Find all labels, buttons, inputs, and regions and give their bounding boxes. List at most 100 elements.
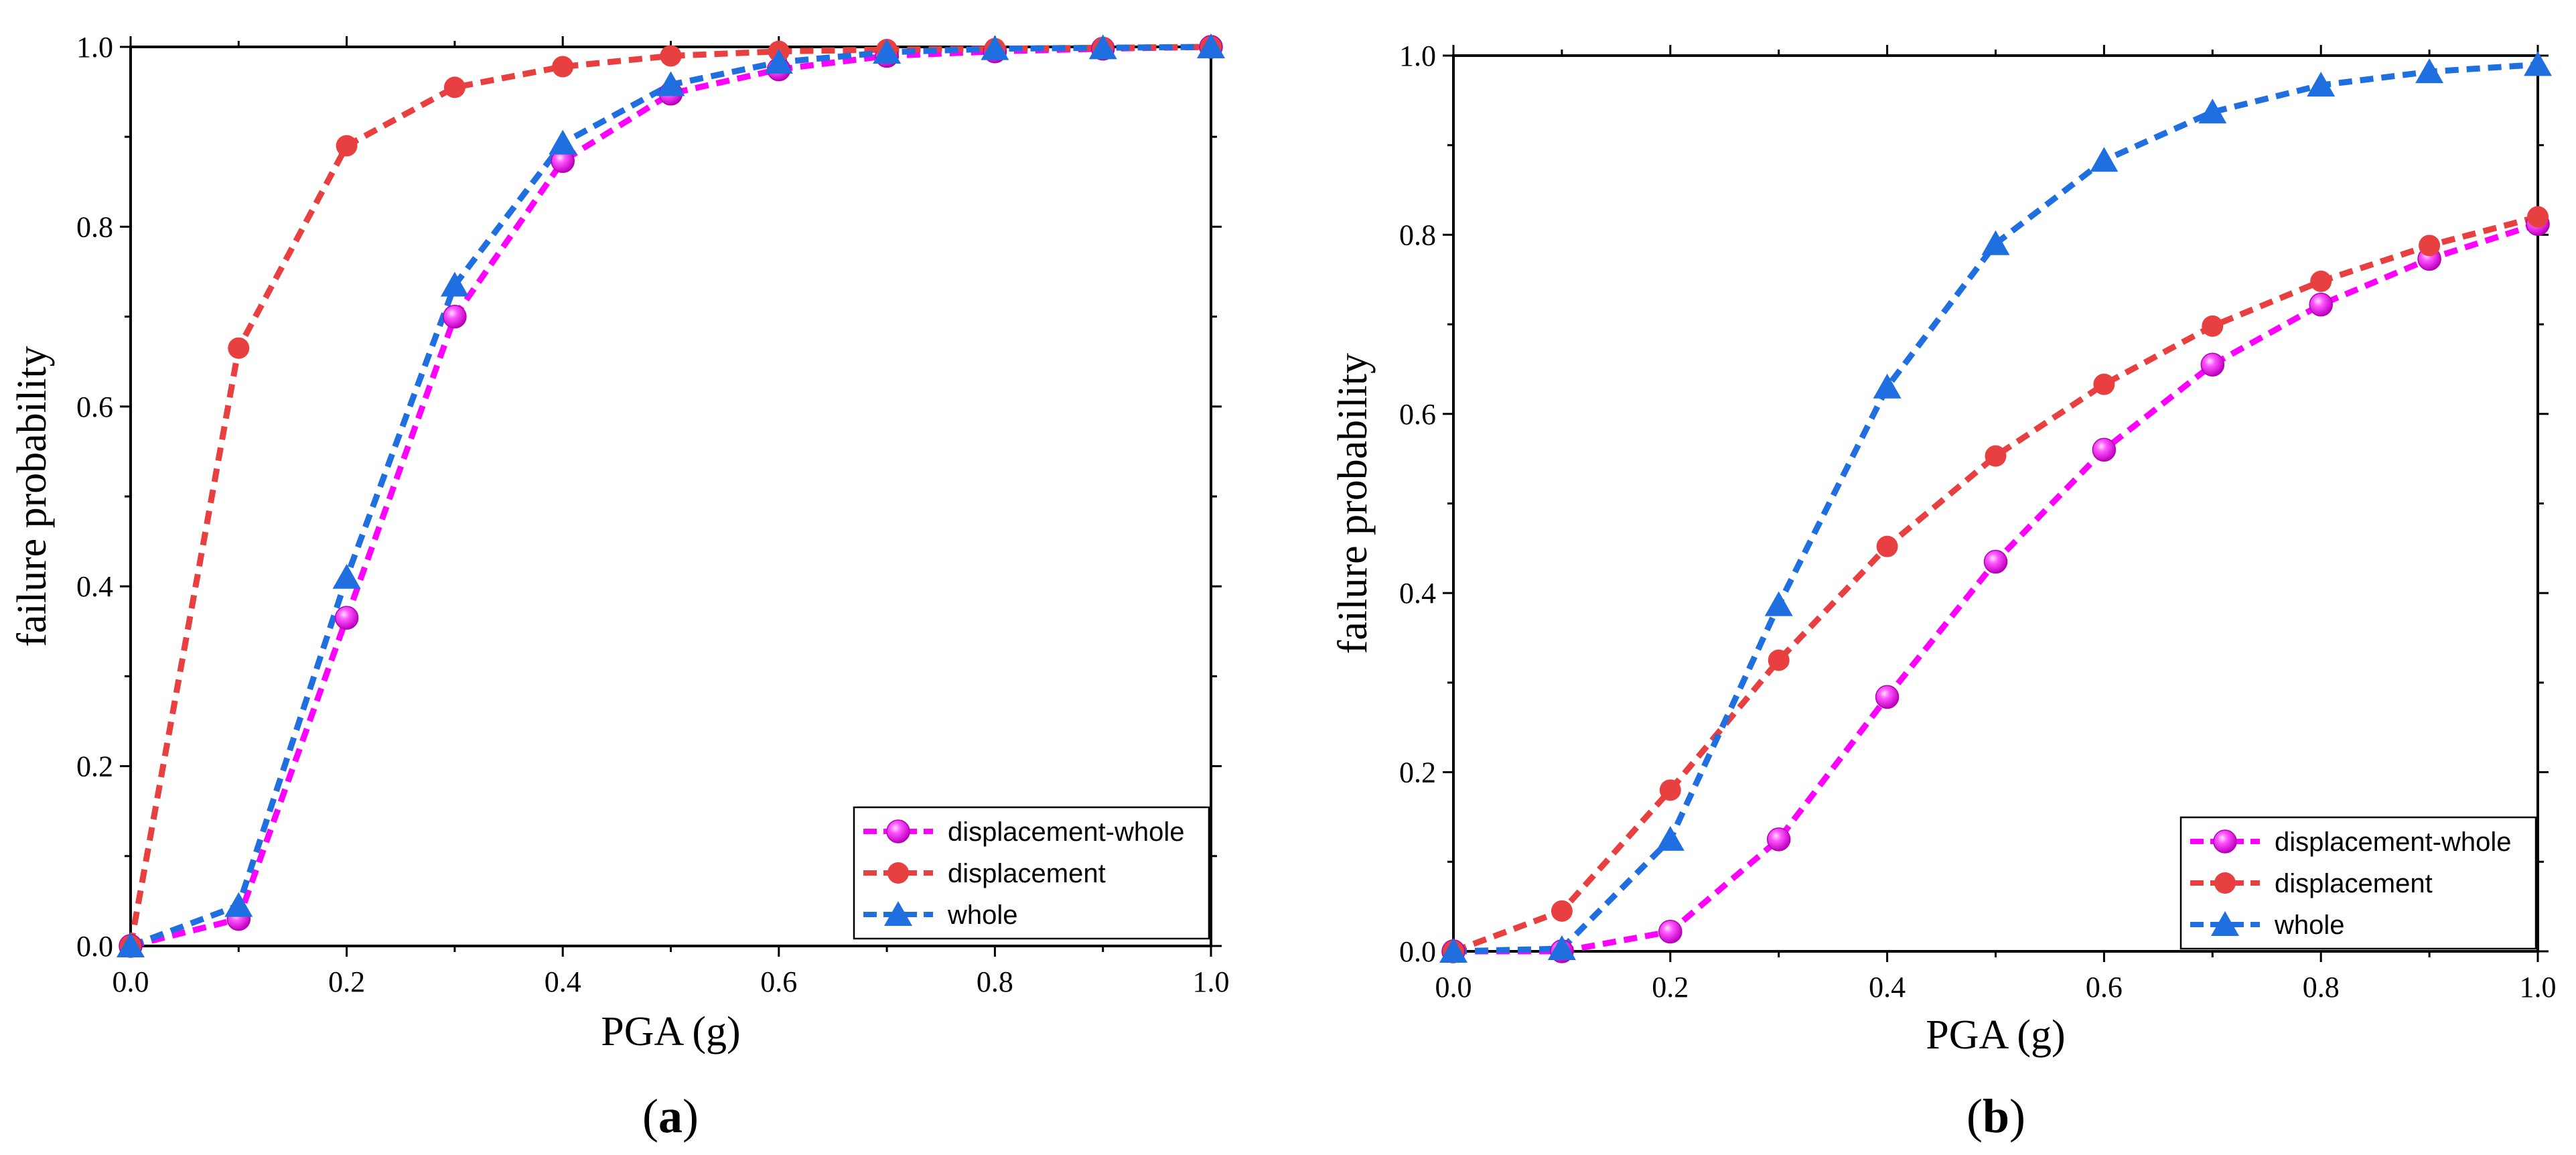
legend-marker-displacement	[887, 862, 909, 884]
x-tick-label: 0.2	[1652, 971, 1689, 1004]
panel-label-letter: b	[1983, 1089, 2009, 1143]
x-tick-label: 0.6	[2086, 971, 2123, 1004]
panel-label-close: )	[2009, 1089, 2025, 1143]
data-point-displacement-whole	[1983, 549, 2008, 574]
data-point-displacement-whole	[1766, 827, 1791, 852]
x-tick-label: 0.6	[760, 965, 797, 998]
data-point-displacement	[552, 56, 574, 78]
panel-label: (a)	[642, 1089, 699, 1143]
legend-label-whole: whole	[947, 900, 1018, 930]
y-tick-label: 0.6	[76, 391, 113, 423]
data-point-displacement	[2202, 315, 2224, 337]
legend-marker-displacement-whole	[886, 819, 910, 843]
legend-marker-displacement-whole	[2213, 829, 2237, 854]
data-point-whole	[764, 48, 793, 74]
data-point-whole	[656, 71, 685, 96]
data-point-whole	[549, 129, 577, 155]
x-tick-label: 0.0	[113, 965, 149, 998]
data-point-whole	[2524, 51, 2552, 76]
legend-label-displacement: displacement	[2275, 869, 2433, 898]
y-tick-label: 0.2	[76, 750, 113, 783]
data-point-whole	[332, 563, 361, 589]
x-tick-label: 0.2	[328, 965, 365, 998]
data-point-whole	[1981, 230, 2010, 255]
y-tick-label: 0.8	[1399, 218, 1436, 251]
data-point-displacement	[1768, 649, 1790, 671]
series-line-displacement	[127, 44, 1212, 947]
panel-label-letter: a	[658, 1089, 683, 1143]
data-point-displacement	[336, 135, 358, 157]
data-point-displacement-whole	[2309, 292, 2333, 317]
data-point-whole	[1873, 373, 1902, 399]
x-tick-label: 1.0	[2520, 971, 2557, 1004]
legend-label-displacement: displacement	[948, 859, 1106, 888]
legend-marker-displacement	[2214, 872, 2236, 894]
y-tick-label: 0.2	[1399, 756, 1436, 789]
data-point-displacement-whole	[2092, 437, 2117, 462]
data-point-whole	[1439, 938, 1468, 963]
x-axis-title: PGA (g)	[1926, 1012, 2065, 1058]
data-point-whole	[1088, 34, 1117, 60]
x-tick-label: 0.8	[2303, 971, 2340, 1004]
data-point-whole	[2307, 72, 2336, 97]
data-point-whole	[873, 39, 902, 64]
chart-panel-b: 0.0 0.2 0.4 0.6 0.8 1.0 0.0 0.2 0.4 0.6 0.8 1.0 PGA …	[1330, 40, 2557, 1143]
data-point-whole	[1656, 825, 1685, 851]
panel-label-close: )	[683, 1089, 699, 1143]
legend-label-whole: whole	[2274, 910, 2345, 940]
legend-label-displacement-whole: displacement-whole	[948, 817, 1185, 847]
panel-label-open: (	[1966, 1089, 1983, 1143]
legend-marker-whole	[2211, 911, 2239, 936]
data-point-whole	[1764, 591, 1793, 616]
data-point-whole	[981, 35, 1009, 60]
data-point-displacement	[1551, 900, 1573, 922]
data-point-whole	[2198, 98, 2227, 124]
data-point-whole	[224, 892, 253, 917]
y-tick-label: 0.0	[1399, 935, 1436, 968]
data-point-displacement	[1659, 779, 1681, 801]
data-point-displacement	[228, 337, 250, 359]
data-point-displacement	[2310, 270, 2332, 292]
data-point-displacement-whole	[1875, 685, 1900, 709]
y-axis-title: failure probability	[9, 346, 55, 647]
x-axis-title: PGA (g)	[601, 1009, 740, 1055]
series-line-displacement-whole	[129, 44, 1212, 949]
chart-panel-a: 0.0 0.2 0.4 0.6 0.8 1.0 0.0 0.2 0.4 0.6 0.8 1.0 PGA …	[9, 31, 1230, 1143]
x-tick-label: 0.8	[977, 965, 1013, 998]
data-point-displacement	[2093, 373, 2115, 395]
y-tick-label: 0.4	[1399, 577, 1436, 610]
data-point-displacement-whole	[1658, 919, 1683, 944]
data-point-displacement	[2527, 206, 2549, 228]
data-point-displacement	[443, 76, 466, 98]
data-point-whole	[440, 271, 469, 297]
y-tick-label: 0.8	[76, 210, 113, 243]
legend-marker-whole	[884, 901, 912, 926]
y-tick-label: 0.6	[1399, 398, 1436, 431]
data-point-displacement-whole	[2200, 352, 2225, 377]
legend: displacement-whole displacement whole	[2179, 816, 2537, 950]
panel-label-open: (	[642, 1089, 658, 1143]
data-point-whole	[2415, 58, 2444, 84]
x-tick-label: 0.4	[1869, 971, 1906, 1004]
y-tick-label: 1.0	[1399, 40, 1436, 72]
data-point-displacement-whole	[443, 304, 467, 329]
y-tick-label: 0.4	[76, 570, 113, 603]
legend-label-displacement-whole: displacement-whole	[2275, 827, 2512, 857]
y-axis-title: failure probability	[1330, 353, 1376, 654]
legend: displacement-whole displacement whole	[853, 806, 1210, 940]
data-point-displacement	[1876, 535, 1898, 557]
data-point-whole	[1197, 33, 1225, 58]
x-tick-label: 1.0	[1193, 965, 1230, 998]
panel-label: (b)	[1966, 1089, 2025, 1143]
x-tick-label: 0.4	[545, 965, 581, 998]
data-point-displacement	[660, 45, 682, 67]
data-point-whole	[2090, 147, 2119, 172]
data-point-displacement-whole	[334, 606, 359, 630]
data-point-whole	[1547, 935, 1576, 960]
data-point-displacement	[1985, 445, 2007, 467]
y-tick-label: 0.0	[76, 930, 113, 963]
data-point-displacement	[2419, 234, 2441, 257]
x-tick-label: 0.0	[1435, 971, 1472, 1004]
y-tick-label: 1.0	[76, 31, 113, 64]
